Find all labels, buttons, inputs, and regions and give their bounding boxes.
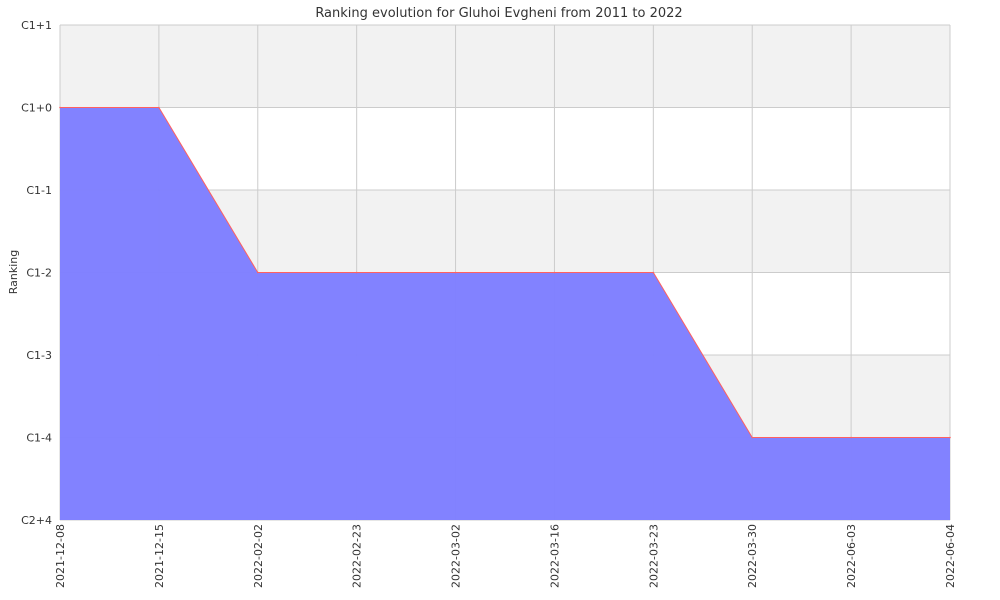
y-tick-label: C1-1 (26, 184, 52, 197)
data-point (751, 436, 754, 439)
y-tick-label: C1-2 (26, 267, 52, 280)
data-point (59, 106, 61, 109)
x-tick-label: 2022-03-02 (450, 524, 463, 588)
x-tick-label: 2022-03-30 (746, 524, 759, 588)
series-area (60, 107, 950, 520)
data-point (949, 436, 951, 439)
x-tick-label: 2022-06-04 (944, 524, 957, 588)
grid-band (60, 25, 950, 108)
x-tick-label: 2022-02-02 (252, 524, 265, 588)
data-point (553, 271, 556, 274)
x-tick-label: 2022-03-16 (548, 524, 561, 588)
data-point (850, 436, 852, 439)
y-tick-label: C1+1 (21, 19, 52, 32)
x-tick-label: 2022-02-23 (351, 524, 364, 588)
x-tick-label: 2021-12-08 (54, 524, 67, 588)
y-tick-label: C1-4 (26, 432, 52, 445)
data-point (158, 106, 160, 109)
data-point (256, 271, 259, 274)
x-tick-label: 2022-06-03 (845, 524, 858, 588)
data-point (454, 271, 457, 274)
y-tick-label: C2+4 (21, 514, 52, 527)
grid-band (60, 107, 950, 190)
x-tick-label: 2021-12-15 (153, 524, 166, 588)
y-tick-label: C1-3 (26, 349, 52, 362)
chart-title: Ranking evolution for Gluhoi Evgheni fro… (315, 6, 682, 21)
y-axis-label: Ranking (7, 250, 20, 295)
y-tick-label: C1+0 (21, 102, 52, 115)
series-line (60, 107, 950, 438)
data-point (355, 271, 358, 274)
data-point (652, 271, 655, 274)
x-tick-label: 2022-03-23 (647, 524, 660, 588)
